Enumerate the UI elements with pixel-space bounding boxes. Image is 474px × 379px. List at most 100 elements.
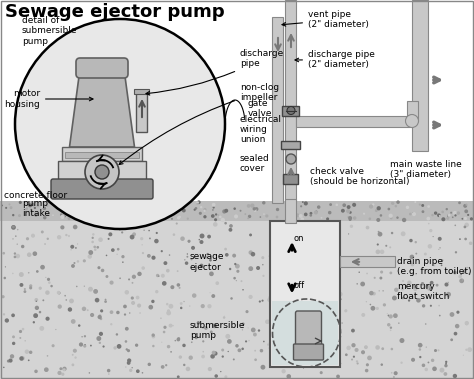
Circle shape: [431, 359, 434, 362]
Circle shape: [63, 368, 66, 371]
Circle shape: [366, 301, 367, 302]
Circle shape: [205, 256, 208, 258]
Circle shape: [16, 254, 20, 258]
Circle shape: [273, 287, 274, 289]
Circle shape: [228, 351, 229, 352]
Circle shape: [76, 286, 78, 287]
Circle shape: [415, 241, 417, 243]
Circle shape: [218, 214, 219, 216]
Circle shape: [77, 243, 78, 244]
Circle shape: [154, 239, 159, 243]
Circle shape: [122, 262, 124, 263]
Circle shape: [286, 259, 289, 263]
Circle shape: [351, 343, 356, 348]
Circle shape: [320, 217, 322, 219]
Circle shape: [439, 315, 441, 316]
Circle shape: [388, 315, 390, 316]
Circle shape: [63, 215, 66, 218]
Circle shape: [448, 297, 450, 298]
Circle shape: [394, 205, 397, 207]
Circle shape: [425, 368, 428, 371]
Circle shape: [48, 281, 51, 284]
Circle shape: [282, 369, 286, 373]
Circle shape: [260, 216, 261, 218]
Circle shape: [1, 205, 3, 206]
Circle shape: [297, 224, 299, 226]
Circle shape: [73, 349, 77, 353]
Circle shape: [99, 224, 102, 227]
Circle shape: [409, 239, 413, 242]
Circle shape: [27, 252, 31, 257]
Circle shape: [276, 356, 277, 357]
Circle shape: [242, 323, 245, 326]
Circle shape: [24, 288, 26, 290]
Circle shape: [299, 221, 303, 226]
Circle shape: [462, 271, 465, 274]
Circle shape: [185, 262, 188, 265]
Circle shape: [351, 359, 353, 360]
Circle shape: [38, 287, 42, 290]
Circle shape: [52, 215, 54, 216]
Circle shape: [390, 217, 392, 219]
Circle shape: [380, 271, 383, 274]
Circle shape: [117, 344, 121, 349]
Circle shape: [299, 214, 302, 218]
Circle shape: [160, 318, 162, 319]
Circle shape: [71, 249, 72, 251]
Circle shape: [342, 323, 343, 324]
Circle shape: [408, 299, 410, 302]
Circle shape: [337, 335, 341, 340]
Circle shape: [233, 277, 236, 279]
Circle shape: [413, 287, 417, 291]
Circle shape: [441, 259, 443, 262]
Circle shape: [305, 313, 309, 317]
Circle shape: [429, 229, 432, 232]
Circle shape: [351, 329, 355, 332]
Circle shape: [12, 273, 14, 274]
Circle shape: [117, 248, 119, 251]
Circle shape: [353, 216, 356, 220]
Circle shape: [183, 364, 185, 366]
Circle shape: [106, 275, 109, 278]
Circle shape: [39, 311, 41, 313]
Circle shape: [96, 246, 99, 249]
Circle shape: [409, 213, 412, 215]
Circle shape: [229, 224, 233, 228]
FancyBboxPatch shape: [65, 152, 139, 158]
Text: off: off: [294, 281, 305, 290]
Circle shape: [211, 294, 215, 298]
Circle shape: [19, 283, 23, 287]
Circle shape: [227, 339, 232, 344]
Circle shape: [465, 204, 467, 206]
Circle shape: [131, 296, 134, 300]
Circle shape: [91, 241, 94, 243]
Circle shape: [454, 332, 457, 335]
Circle shape: [26, 207, 28, 209]
Circle shape: [328, 241, 330, 244]
FancyBboxPatch shape: [270, 221, 340, 367]
Circle shape: [204, 326, 208, 330]
Circle shape: [18, 214, 21, 217]
Circle shape: [307, 224, 308, 225]
Circle shape: [292, 364, 294, 366]
Circle shape: [144, 230, 145, 231]
Circle shape: [464, 269, 466, 272]
Circle shape: [446, 292, 451, 297]
Circle shape: [260, 349, 263, 352]
Circle shape: [84, 207, 88, 210]
Circle shape: [305, 299, 310, 303]
Circle shape: [65, 234, 68, 236]
Circle shape: [36, 270, 39, 273]
Circle shape: [17, 229, 18, 230]
Circle shape: [438, 249, 439, 250]
FancyBboxPatch shape: [408, 101, 419, 121]
Circle shape: [292, 282, 297, 286]
Circle shape: [256, 266, 260, 270]
Circle shape: [210, 330, 213, 334]
Circle shape: [386, 265, 387, 266]
Text: discharge pipe
(2" diameter): discharge pipe (2" diameter): [295, 50, 375, 69]
Circle shape: [141, 244, 143, 246]
Circle shape: [28, 272, 29, 274]
Circle shape: [311, 253, 316, 258]
Circle shape: [69, 299, 74, 303]
